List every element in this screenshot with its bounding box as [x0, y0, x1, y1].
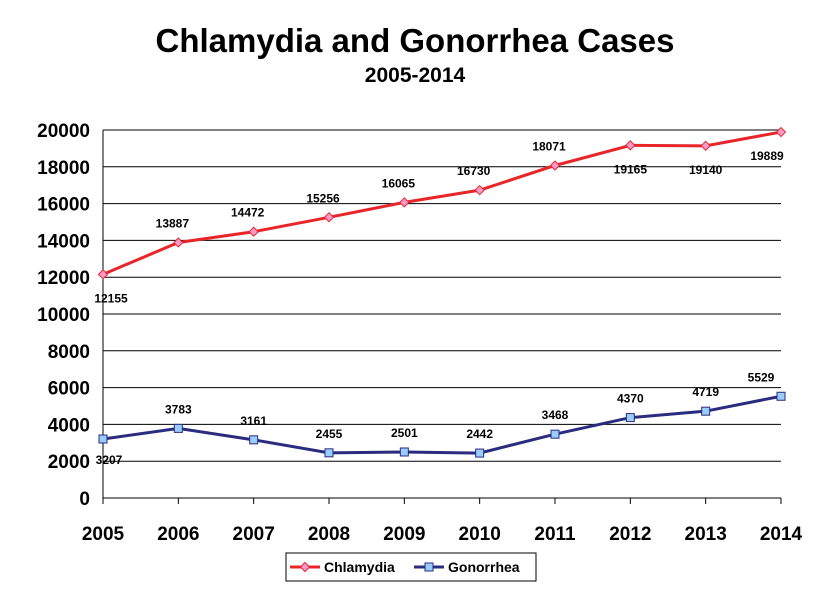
data-point [775, 126, 787, 138]
data-point [700, 140, 711, 152]
x-tick-label: 2008 [308, 524, 350, 545]
data-label: 2455 [316, 427, 343, 441]
chart-subtitle: 2005-2014 [364, 64, 466, 87]
x-tick-label: 2014 [760, 524, 803, 545]
data-point [399, 197, 410, 208]
data-point [776, 391, 786, 401]
data-label: 3783 [165, 402, 192, 416]
data-point [475, 448, 485, 458]
data-point [549, 160, 561, 171]
data-label: 19165 [614, 162, 648, 176]
y-tick-label: 8000 [48, 342, 90, 363]
x-tick-label: 2005 [82, 524, 125, 545]
x-tick-label: 2013 [685, 524, 727, 545]
chart-title: Chlamydia and Gonorrhea Cases [155, 22, 675, 59]
series-line-gonorrhea [102, 394, 782, 455]
legend [285, 552, 537, 582]
data-label: 3207 [96, 453, 123, 467]
data-label: 4370 [617, 392, 644, 406]
data-label: 16730 [457, 164, 491, 178]
y-tick-label: 0 [79, 489, 90, 510]
y-tick-label: 14000 [37, 231, 90, 252]
data-label: 5529 [748, 370, 775, 384]
data-point [248, 226, 259, 237]
data-label: 13887 [156, 216, 190, 230]
y-tick-label: 2000 [48, 452, 90, 473]
legend-marker [424, 562, 434, 572]
y-tick-label: 10000 [37, 305, 90, 326]
x-tick-label: 2012 [609, 524, 651, 545]
data-point [550, 429, 560, 439]
data-label: 18071 [532, 139, 566, 153]
data-point [399, 447, 409, 457]
data-point [97, 269, 109, 280]
data-point [324, 448, 334, 458]
data-point [474, 184, 485, 196]
data-point [323, 212, 335, 223]
data-label: 2501 [391, 426, 418, 440]
series-line-chlamydia [102, 130, 782, 276]
data-label: 2442 [466, 427, 493, 441]
y-tick-label: 16000 [37, 195, 90, 216]
legend-label: Chlamydia [324, 559, 395, 575]
data-label: 14472 [231, 206, 265, 220]
x-tick-label: 2006 [157, 524, 199, 545]
data-point [625, 140, 636, 151]
data-point [173, 237, 184, 248]
y-tick-label: 6000 [48, 379, 90, 400]
y-tick-label: 4000 [48, 415, 90, 436]
x-tick-label: 2010 [459, 524, 501, 545]
x-tick-label: 2007 [233, 524, 275, 545]
data-label: 4719 [692, 385, 719, 399]
data-point [249, 435, 259, 445]
y-tick-label: 12000 [37, 268, 90, 289]
y-tick-label: 18000 [37, 158, 90, 179]
data-label: 3468 [542, 408, 569, 422]
legend-marker [299, 561, 311, 573]
data-label: 19140 [689, 163, 723, 177]
data-point [625, 413, 635, 423]
x-tick-label: 2009 [383, 524, 425, 545]
data-label: 19889 [750, 149, 784, 163]
data-label: 12155 [94, 291, 128, 305]
data-label: 16065 [382, 176, 416, 190]
data-label: 3161 [240, 414, 267, 428]
data-point [98, 434, 108, 444]
legend-label: Gonorrhea [448, 559, 520, 575]
y-tick-label: 20000 [37, 121, 90, 142]
x-tick-label: 2011 [534, 524, 576, 545]
data-label: 15256 [306, 191, 340, 205]
data-point [701, 406, 711, 416]
data-point [173, 423, 183, 433]
